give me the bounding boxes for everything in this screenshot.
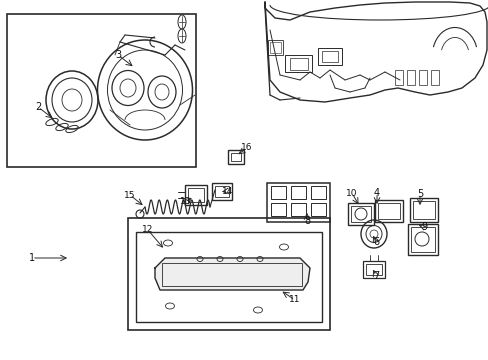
- Bar: [285, 55, 311, 72]
- Bar: [310, 203, 325, 216]
- Bar: [290, 186, 305, 199]
- Bar: [310, 186, 325, 199]
- Bar: [289, 58, 307, 70]
- Bar: [136, 232, 321, 322]
- Bar: [350, 206, 370, 222]
- Bar: [270, 203, 285, 216]
- Bar: [187, 188, 203, 202]
- Bar: [365, 264, 381, 275]
- Bar: [184, 185, 206, 205]
- Text: 2: 2: [35, 102, 41, 112]
- Bar: [362, 261, 384, 278]
- Text: 15: 15: [124, 190, 136, 199]
- Bar: [162, 263, 302, 286]
- Bar: [377, 203, 399, 219]
- Bar: [270, 186, 285, 199]
- Bar: [317, 48, 341, 65]
- Bar: [266, 183, 329, 222]
- Polygon shape: [155, 258, 309, 290]
- Bar: [215, 186, 228, 197]
- Text: 7: 7: [372, 271, 378, 281]
- Text: 4: 4: [373, 188, 379, 198]
- Bar: [347, 203, 373, 225]
- Text: 8: 8: [304, 216, 309, 226]
- Text: 5: 5: [416, 189, 422, 199]
- Bar: [267, 40, 283, 55]
- Bar: [394, 70, 402, 85]
- Bar: [409, 198, 437, 222]
- Text: 6: 6: [372, 237, 378, 247]
- Text: 9: 9: [420, 222, 426, 232]
- Text: 13: 13: [180, 198, 191, 207]
- Bar: [321, 51, 337, 62]
- Text: 12: 12: [142, 225, 153, 234]
- Text: 1: 1: [29, 253, 35, 263]
- Text: 11: 11: [289, 296, 300, 305]
- Text: 14: 14: [222, 186, 233, 195]
- Bar: [128, 218, 329, 330]
- Bar: [406, 70, 414, 85]
- Bar: [430, 70, 438, 85]
- Bar: [374, 200, 402, 222]
- Text: 10: 10: [346, 189, 357, 198]
- Text: 16: 16: [241, 144, 252, 153]
- Bar: [412, 201, 434, 219]
- Bar: [230, 153, 241, 161]
- Bar: [7, 14, 196, 167]
- Bar: [227, 150, 244, 164]
- Bar: [410, 227, 434, 252]
- Text: 3: 3: [115, 50, 121, 60]
- Bar: [407, 224, 437, 255]
- Bar: [212, 183, 231, 200]
- Bar: [269, 42, 281, 53]
- Bar: [290, 203, 305, 216]
- Bar: [418, 70, 426, 85]
